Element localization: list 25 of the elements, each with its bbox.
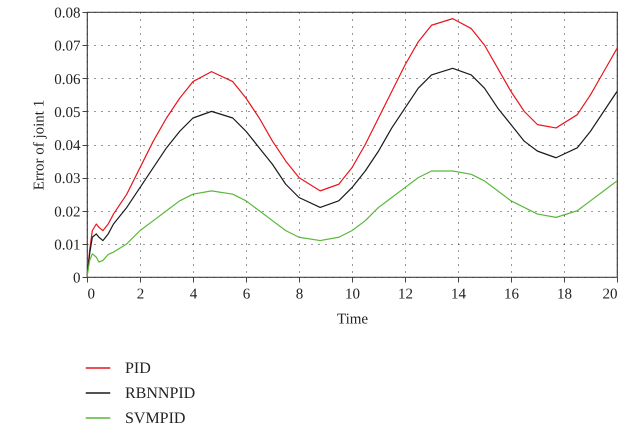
x-tick-label: 4 xyxy=(190,286,198,302)
x-tick-label: 8 xyxy=(296,286,304,302)
x-tick-label: 18 xyxy=(557,286,572,302)
legend-label: PID xyxy=(125,360,151,377)
y-tick-label: 0.07 xyxy=(54,38,81,55)
x-tick-label: 10 xyxy=(345,286,360,302)
y-tick-label: 0 xyxy=(73,270,80,286)
y-tick-label: 0.03 xyxy=(54,171,80,188)
legend-label: RBNNPID xyxy=(125,385,196,402)
y-tick-label: 0.04 xyxy=(54,138,81,154)
y-axis-title: Error of joint 1 xyxy=(31,100,48,190)
y-tick-label: 0.02 xyxy=(54,204,80,220)
x-tick-label: 6 xyxy=(242,286,251,302)
legend-label: SVMPID xyxy=(125,410,186,427)
y-tick-label: 0.08 xyxy=(54,6,80,22)
x-tick-label: 12 xyxy=(398,286,413,302)
y-tick-label: 0.01 xyxy=(54,237,80,254)
x-tick-label: 0 xyxy=(88,286,95,302)
x-axis-title: Time xyxy=(336,312,368,328)
x-tick-label: 2 xyxy=(136,286,144,302)
x-tick-label: 16 xyxy=(504,286,520,302)
y-tick-label: 0.05 xyxy=(54,104,80,121)
x-tick-label: 14 xyxy=(451,286,466,302)
y-tick-label: 0.06 xyxy=(54,72,81,88)
x-tick-label: 20 xyxy=(602,286,618,302)
